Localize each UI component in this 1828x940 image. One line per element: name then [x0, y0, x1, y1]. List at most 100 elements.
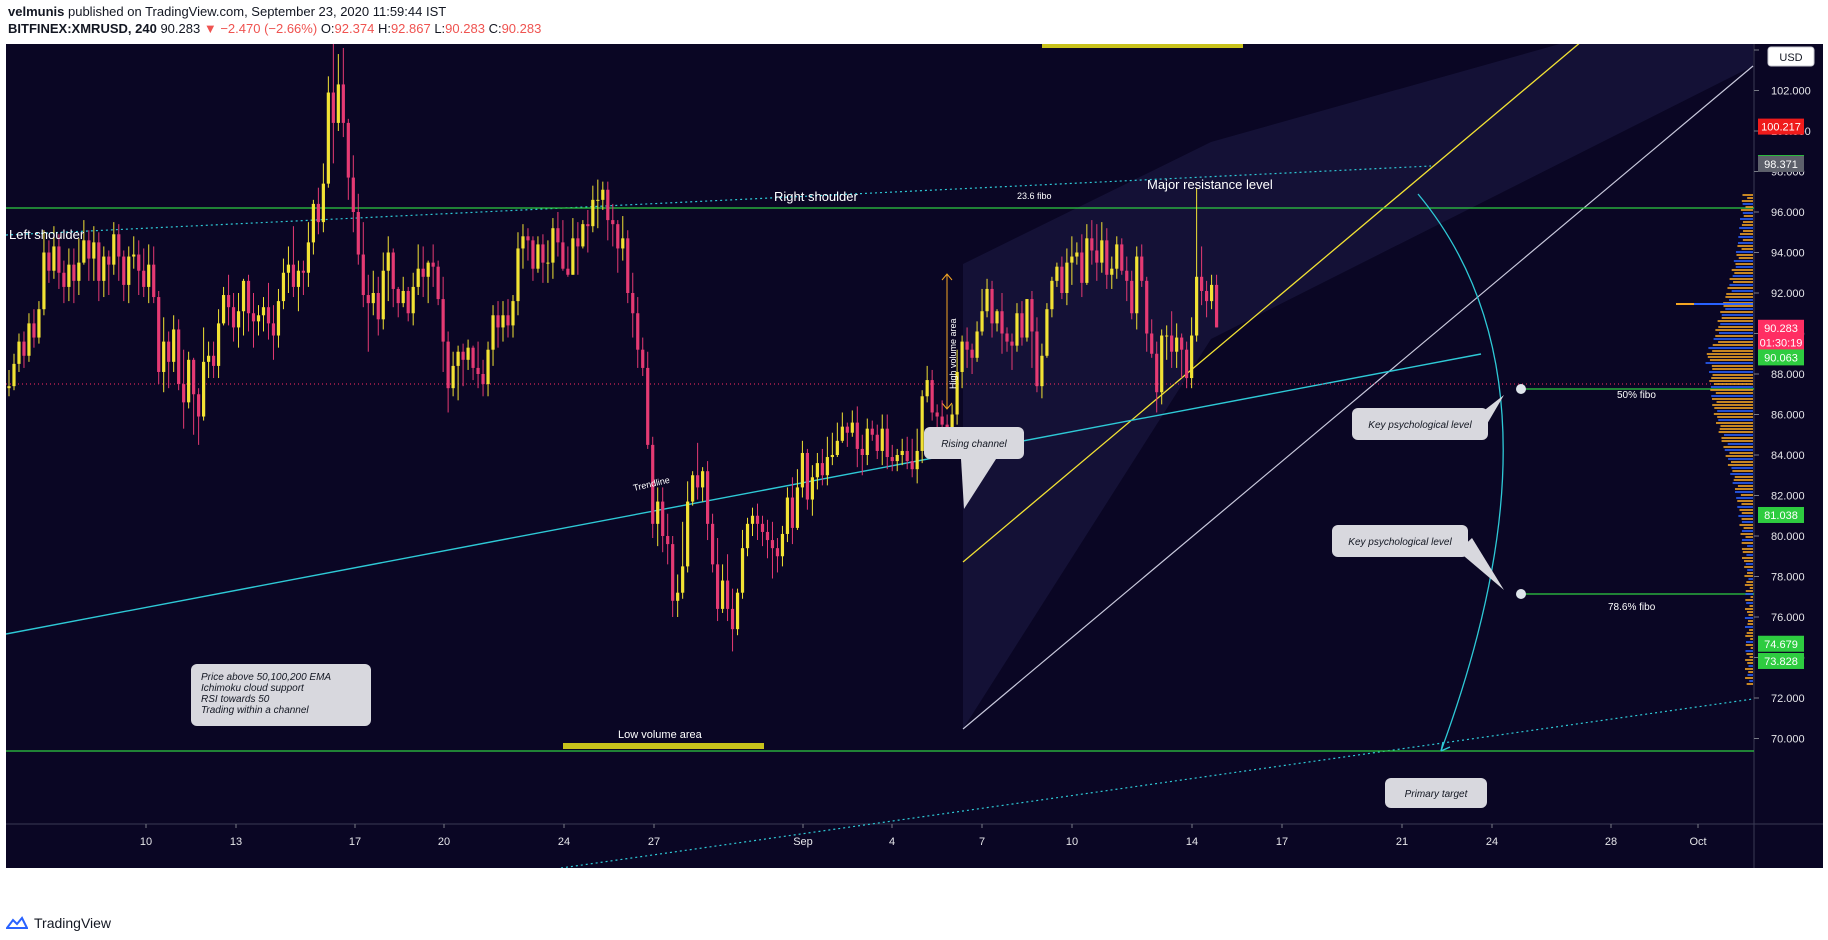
candle-body	[1120, 244, 1124, 271]
author-name[interactable]: velmunis	[8, 4, 65, 19]
candle-body	[17, 341, 21, 364]
time-axis[interactable]: 10 13 17 20 24 27 Sep 4 7 10 14 17 21 24 28 Oct	[140, 824, 1707, 848]
candle-body	[72, 264, 76, 281]
projection-arc	[1417, 193, 1504, 752]
candle	[651, 436, 655, 539]
key-level-callout-upper[interactable]: Key psychological level	[1352, 395, 1504, 440]
rising-channel-callout[interactable]: Rising channel	[924, 427, 1024, 509]
fibo-786-point[interactable]	[1516, 589, 1526, 599]
candle-body	[815, 463, 819, 478]
volume-profile-bar	[1718, 332, 1753, 334]
candle-body	[691, 475, 695, 502]
chart-area[interactable]: Left shoulder Right shoulder Major resis…	[6, 44, 1823, 868]
candle	[895, 448, 899, 472]
candle	[216, 309, 221, 379]
candle	[501, 301, 505, 342]
price-tick-label: 102.000	[1771, 86, 1811, 98]
volume-profile-bar	[1741, 521, 1753, 523]
volume-profile-bar	[1719, 428, 1753, 430]
candle	[1155, 341, 1159, 413]
candle-body	[1050, 280, 1054, 310]
candle-body	[960, 341, 964, 372]
price-tag: 100.217	[1758, 118, 1804, 135]
price-axis-background[interactable]	[1754, 44, 1823, 868]
volume-profile-bar	[1742, 239, 1753, 241]
candle	[182, 349, 186, 429]
candle-body	[157, 297, 161, 372]
candle	[710, 513, 715, 573]
candle-body	[351, 177, 355, 212]
high-volume-label: High volume area	[948, 318, 958, 389]
candle-body	[122, 256, 126, 285]
volume-profile-bar	[1737, 500, 1753, 502]
candle	[526, 228, 530, 261]
candle-body	[97, 242, 101, 281]
candle	[745, 517, 750, 557]
volume-profile-bar	[1729, 278, 1753, 280]
candle-body	[491, 315, 495, 350]
candle-body	[326, 92, 330, 184]
volume-profile-bar	[1709, 359, 1753, 361]
candle	[87, 230, 91, 281]
candle-body	[1065, 262, 1069, 293]
candle	[611, 203, 615, 247]
candle	[446, 331, 450, 413]
volume-profile-bar	[1732, 275, 1753, 277]
candle	[7, 369, 11, 397]
candle-body	[107, 256, 111, 265]
candle-body	[47, 252, 51, 271]
currency-button[interactable]: USD	[1767, 46, 1815, 67]
candle	[671, 536, 675, 617]
candle	[366, 274, 370, 352]
footer-brand[interactable]: TradingView	[6, 912, 111, 934]
candle	[606, 181, 610, 241]
candle-body	[995, 311, 999, 324]
candle	[631, 272, 635, 338]
candle-body	[177, 329, 181, 385]
candle-body	[526, 236, 530, 241]
note-line-2: Ichimoku cloud support	[201, 683, 305, 694]
down-arrow-icon: ▼	[203, 21, 217, 36]
price-tick-label: 84.000	[1771, 450, 1805, 462]
candle-body	[147, 264, 151, 287]
volume-profile-bar	[1741, 548, 1753, 550]
volume-profile-bar	[1740, 494, 1753, 496]
candle-body	[601, 189, 605, 200]
candle	[1185, 341, 1189, 389]
candle-body	[745, 523, 750, 549]
candle	[431, 244, 435, 287]
fibo-50-point[interactable]	[1516, 384, 1526, 394]
candle-body	[730, 608, 735, 630]
candle-body	[236, 311, 241, 328]
open-value: 92.374	[334, 21, 375, 36]
price-tick-label: 94.000	[1771, 248, 1805, 260]
candle	[361, 222, 365, 308]
candle	[785, 487, 790, 543]
candle	[975, 321, 979, 362]
volume-profile-bar	[1745, 563, 1753, 565]
key-level-callout-lower[interactable]: Key psychological level	[1332, 525, 1504, 590]
candle	[1030, 290, 1034, 368]
candle-body	[636, 313, 640, 350]
price-tick-label: 88.000	[1771, 369, 1805, 381]
price-tag-box	[1758, 319, 1804, 336]
price-tag: 98.371	[1758, 155, 1804, 172]
candle	[955, 349, 959, 425]
candle-body	[1045, 309, 1049, 356]
candle	[970, 343, 974, 374]
price-tick-label: 80.000	[1771, 531, 1805, 543]
volume-profile-bar	[1713, 413, 1753, 415]
volume-profile-bar	[1745, 206, 1753, 208]
volume-profile-bar	[1734, 488, 1753, 490]
volume-profile-bar	[1748, 614, 1753, 616]
primary-target-callout[interactable]: Primary target	[1385, 778, 1487, 808]
primary-target-text: Primary target	[1405, 789, 1469, 800]
candle-body	[92, 242, 96, 259]
notes-box[interactable]: Price above 50,100,200 EMA Ichimoku clou…	[191, 664, 371, 726]
volume-profile-bar	[1744, 566, 1753, 568]
volume-profile-bar	[1729, 284, 1753, 286]
volume-profile-bar	[1725, 296, 1753, 298]
candle	[82, 220, 86, 265]
price-chart[interactable]: Left shoulder Right shoulder Major resis…	[6, 44, 1823, 868]
close-label: C:	[488, 21, 502, 36]
